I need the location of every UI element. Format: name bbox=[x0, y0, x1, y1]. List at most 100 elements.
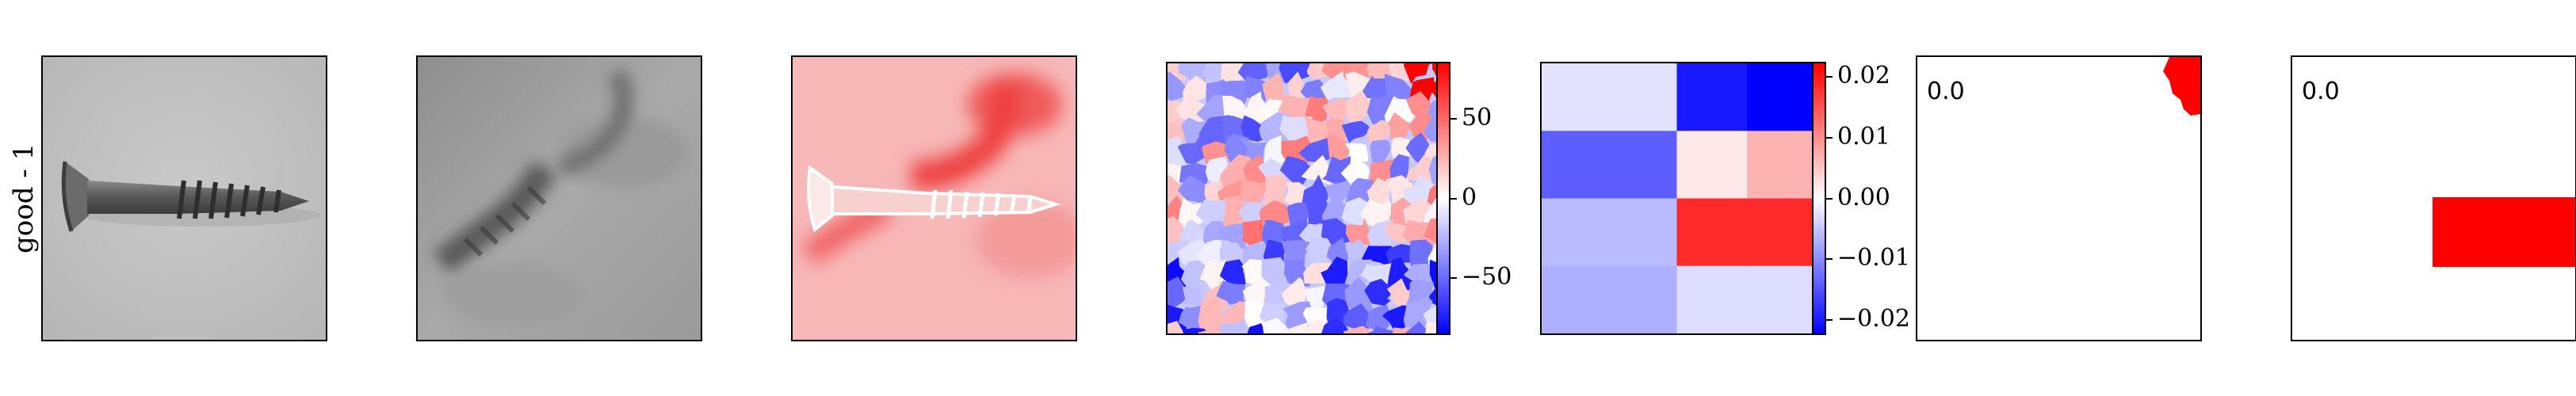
superpixel-segment bbox=[1242, 280, 1271, 307]
superpixel-segment bbox=[1428, 99, 1436, 120]
superpixel-segment bbox=[1217, 223, 1248, 249]
colorbar-tick-mark bbox=[1826, 258, 1833, 261]
colorbar-tick-mark bbox=[1826, 319, 1833, 322]
superpixel-segment bbox=[1243, 154, 1271, 186]
superpixel-segment bbox=[1320, 257, 1351, 290]
superpixel-segment bbox=[1282, 322, 1309, 333]
superpixel-segment bbox=[1175, 97, 1208, 124]
grid-cell bbox=[1676, 131, 1748, 199]
superpixel-segment bbox=[1345, 91, 1375, 129]
mask-1-region bbox=[2163, 57, 2200, 116]
colorbar-tick-label: −0.02 bbox=[1837, 305, 1910, 333]
superpixel-segment bbox=[1182, 286, 1204, 310]
superpixel-segment bbox=[1305, 285, 1326, 311]
superpixel-segment bbox=[1261, 257, 1290, 288]
superpixel-segment bbox=[1219, 321, 1248, 333]
superpixel-segment bbox=[1403, 297, 1433, 332]
superpixel-segment bbox=[1183, 75, 1211, 103]
panel-original-image bbox=[41, 55, 327, 341]
colorbar-tick-label: 50 bbox=[1462, 104, 1492, 132]
superpixel-segment bbox=[1168, 276, 1192, 310]
superpixel-segment bbox=[1321, 318, 1350, 333]
superpixel-segment bbox=[1320, 218, 1352, 246]
colorbar-tick-mark bbox=[1450, 197, 1457, 200]
colorbar-tick-label: −50 bbox=[1462, 262, 1512, 291]
panel-mask-2: 0.0 bbox=[2291, 55, 2576, 341]
grid-cell bbox=[1676, 198, 1748, 267]
superpixel-segment bbox=[1287, 71, 1308, 105]
panel-grid-attribution bbox=[1540, 62, 1814, 335]
superpixel-segment bbox=[1423, 116, 1436, 142]
mask-2-region bbox=[2433, 197, 2575, 267]
superpixel-segment bbox=[1405, 321, 1429, 333]
superpixel-segment bbox=[1429, 259, 1436, 291]
superpixel-segment bbox=[1431, 63, 1436, 77]
superpixel-segment bbox=[1240, 178, 1271, 206]
superpixel-segment bbox=[1405, 91, 1434, 122]
colorbar-superpixel bbox=[1436, 62, 1450, 335]
superpixel-segment bbox=[1284, 259, 1311, 287]
superpixel-segment bbox=[1424, 218, 1436, 246]
superpixel-segment bbox=[1262, 174, 1289, 208]
mask-2-annotation: 0.0 bbox=[2302, 78, 2340, 105]
grid-cell bbox=[1542, 265, 1677, 333]
superpixel-segment bbox=[1278, 63, 1313, 84]
superpixel-heatmap bbox=[1168, 63, 1436, 333]
superpixel-segment bbox=[1345, 218, 1371, 246]
superpixel-segment bbox=[1168, 321, 1183, 333]
superpixel-segment bbox=[1361, 246, 1394, 270]
difference-image bbox=[793, 57, 1076, 340]
colorbar-tick-label: −0.01 bbox=[1837, 244, 1910, 272]
superpixel-segment bbox=[1221, 63, 1246, 84]
grid-cell bbox=[1676, 265, 1748, 333]
panel-mask-1: 0.0 bbox=[1916, 55, 2202, 341]
superpixel-segment bbox=[1178, 238, 1210, 265]
row-label: good - 1 bbox=[8, 143, 40, 253]
superpixel-segment bbox=[1343, 277, 1374, 311]
reconstruction-image bbox=[418, 57, 701, 340]
superpixel-segment bbox=[1279, 156, 1313, 188]
superpixel-segment bbox=[1222, 195, 1254, 231]
superpixel-segment bbox=[1301, 174, 1330, 204]
superpixel-segment bbox=[1343, 326, 1372, 333]
superpixel-segment bbox=[1262, 318, 1292, 333]
colorbar-tick-mark bbox=[1826, 197, 1833, 200]
colorbar-tick-label: 0.00 bbox=[1837, 183, 1890, 211]
superpixel-segment bbox=[1403, 63, 1433, 85]
superpixel-segment bbox=[1341, 120, 1371, 143]
superpixel-segment bbox=[1247, 323, 1266, 333]
superpixel-segment bbox=[1366, 305, 1393, 333]
superpixel-segment bbox=[1180, 260, 1208, 290]
superpixel-segment bbox=[1343, 303, 1370, 331]
superpixel-segment bbox=[1343, 259, 1372, 288]
superpixel-segment bbox=[1168, 135, 1188, 169]
colorbar-tick-mark bbox=[1826, 75, 1833, 78]
grid-cell bbox=[1747, 265, 1812, 333]
superpixel-segment bbox=[1325, 180, 1355, 208]
grid-cell bbox=[1747, 131, 1812, 199]
grid-heatmap bbox=[1542, 63, 1812, 333]
mask-1-image bbox=[2163, 57, 2200, 116]
superpixel-segment bbox=[1367, 326, 1397, 333]
colorbar-tick-mark bbox=[1826, 136, 1833, 139]
superpixel-segment bbox=[1216, 280, 1248, 305]
superpixel-segment bbox=[1177, 175, 1211, 205]
superpixel-segment bbox=[1344, 143, 1369, 165]
screw-image bbox=[43, 57, 326, 340]
colorbar-tick-label: 0 bbox=[1462, 183, 1477, 211]
superpixel-segment bbox=[1424, 81, 1436, 98]
panel-superpixel-attribution bbox=[1166, 62, 1438, 335]
colorbar-grid bbox=[1812, 62, 1826, 335]
superpixel-segment bbox=[1241, 219, 1269, 246]
superpixel-segment bbox=[1219, 240, 1248, 267]
superpixel-segment bbox=[1322, 156, 1351, 187]
grid-cell bbox=[1747, 63, 1812, 131]
superpixel-segment bbox=[1320, 70, 1357, 101]
superpixel-segment bbox=[1305, 95, 1329, 124]
superpixel-segment bbox=[1428, 156, 1436, 185]
superpixel-segment bbox=[1364, 278, 1394, 307]
colorbar-tick-label: 0.01 bbox=[1837, 122, 1890, 150]
superpixel-segment bbox=[1282, 301, 1313, 333]
panel-difference-image bbox=[791, 55, 1077, 341]
superpixel-segment bbox=[1366, 120, 1395, 145]
